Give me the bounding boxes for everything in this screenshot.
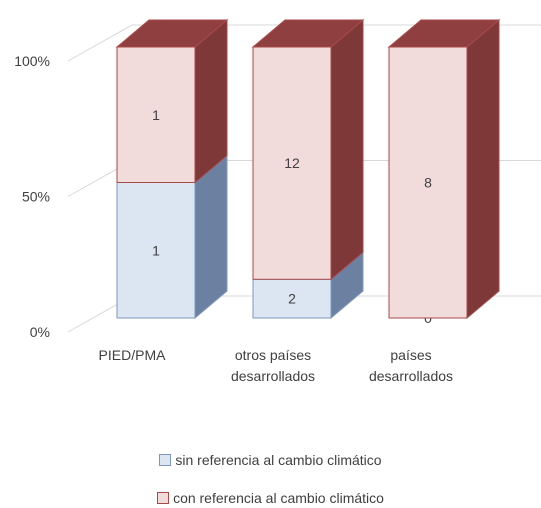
category-label: otros países xyxy=(235,347,311,363)
bar-side-face xyxy=(194,18,228,184)
bar-side-face xyxy=(330,18,364,281)
legend-label-con-referencia: con referencia al cambio climático xyxy=(173,490,384,506)
bar-segment xyxy=(252,251,364,320)
data-label: 8 xyxy=(424,175,432,191)
category-label: desarrollados xyxy=(231,368,315,384)
bar-segment xyxy=(115,18,229,184)
category-label: desarrollados xyxy=(369,368,453,384)
data-label: 1 xyxy=(152,242,160,258)
bars: 1121208 xyxy=(115,18,501,326)
y-tick-label: 0% xyxy=(30,324,50,340)
y-tick-label: 50% xyxy=(22,189,50,205)
legend-swatch-red xyxy=(157,492,170,504)
bar-top-face xyxy=(115,19,229,48)
bar-front-face xyxy=(252,46,332,280)
gridline-diagonal xyxy=(67,24,133,62)
legend-item-con-referencia: con referencia al cambio climático xyxy=(0,490,541,506)
y-tick-label: 100% xyxy=(14,53,50,69)
data-label: 2 xyxy=(288,291,296,307)
bar-segment xyxy=(387,18,501,320)
legend-item-sin-referencia: sin referencia al cambio climático xyxy=(0,452,541,468)
y-axis-ticks: 0% 50% 100% xyxy=(14,53,50,340)
legend-label-sin-referencia: sin referencia al cambio climático xyxy=(175,452,382,468)
bar-front-face xyxy=(252,278,332,319)
bar-segment xyxy=(251,18,365,281)
bar-top-face xyxy=(251,19,365,48)
category-label: países xyxy=(390,347,431,363)
bar-front-face xyxy=(388,46,468,319)
bar-front-face xyxy=(116,46,196,183)
x-axis-categories: PIED/PMA otros países desarrollados países d… xyxy=(99,347,453,384)
legend-swatch-blue xyxy=(159,454,172,466)
bar-side-face xyxy=(194,154,228,320)
data-label: 1 xyxy=(152,107,160,123)
bar-top-face xyxy=(387,19,501,48)
data-label: 12 xyxy=(284,155,300,171)
bar-side-face xyxy=(466,18,500,320)
category-label: PIED/PMA xyxy=(99,347,167,363)
